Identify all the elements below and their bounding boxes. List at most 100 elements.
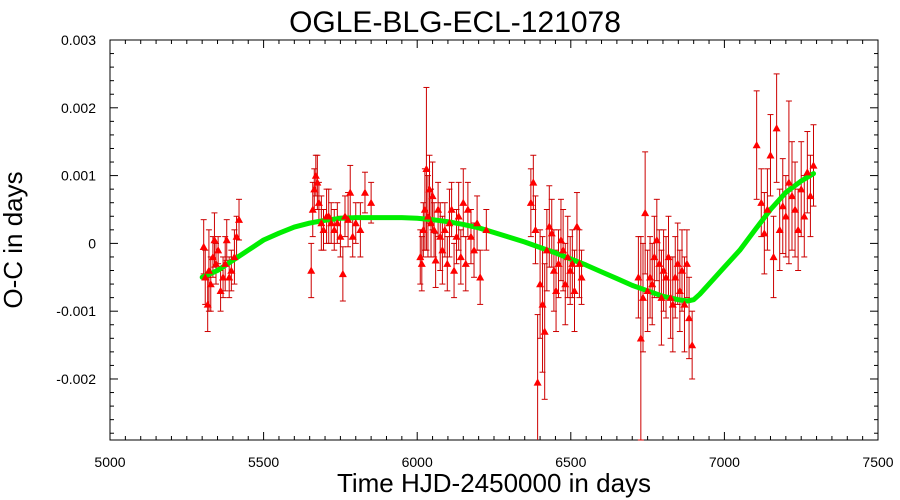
data-point-triangle xyxy=(668,300,677,308)
data-point-triangle xyxy=(566,266,575,274)
data-point-triangle xyxy=(549,266,558,274)
data-point-triangle xyxy=(219,273,228,281)
data-point-triangle xyxy=(545,222,554,230)
data-point-triangle xyxy=(463,205,472,213)
data-point-triangle xyxy=(570,286,579,295)
data-point-triangle xyxy=(420,205,429,213)
data-point-triangle xyxy=(552,286,561,295)
data-point-triangle xyxy=(459,198,468,206)
data-point-triangle xyxy=(416,252,425,261)
data-point-triangle xyxy=(199,242,208,250)
data-point-triangle xyxy=(662,273,671,281)
data-point-triangle xyxy=(235,215,244,223)
data-markers xyxy=(199,124,818,386)
data-point-triangle xyxy=(308,205,317,213)
data-point-triangle xyxy=(440,225,449,234)
data-point-triangle xyxy=(367,198,376,206)
data-point-triangle xyxy=(556,236,565,244)
data-point-triangle xyxy=(307,266,316,274)
data-point-triangle xyxy=(643,286,652,295)
data-point-triangle xyxy=(211,259,220,267)
data-point-triangle xyxy=(657,293,666,301)
error-bars xyxy=(200,73,817,441)
data-point-triangle xyxy=(531,225,540,234)
data-point-triangle xyxy=(317,219,326,227)
data-point-triangle xyxy=(346,188,355,196)
data-point-triangle xyxy=(447,205,456,213)
data-point-triangle xyxy=(772,124,781,132)
data-point-triangle xyxy=(450,266,459,274)
data-point-triangle xyxy=(650,252,659,261)
data-point-triangle xyxy=(685,313,694,322)
data-point-triangle xyxy=(461,259,470,267)
data-point-triangle xyxy=(431,256,440,264)
data-point-triangle xyxy=(225,273,234,281)
data-point-triangle xyxy=(791,205,800,213)
data-point-triangle xyxy=(769,252,778,261)
data-point-triangle xyxy=(529,178,538,186)
data-point-triangle xyxy=(752,141,761,149)
data-point-triangle xyxy=(470,246,479,254)
axis-tick-labels: 5000 5500 6000 6500 7000 7500 -0.002 -0.001 0 0.0… xyxy=(56,32,893,470)
data-point-triangle xyxy=(425,185,434,193)
data-point-triangle xyxy=(333,219,342,227)
data-point-triangle xyxy=(803,168,812,176)
data-point-triangle xyxy=(466,232,475,240)
data-point-triangle xyxy=(561,280,570,288)
data-point-triangle xyxy=(636,334,645,342)
data-point-triangle xyxy=(417,259,426,267)
data-point-triangle xyxy=(208,252,217,261)
data-point-triangle xyxy=(547,229,556,237)
data-point-triangle xyxy=(227,266,236,274)
data-point-triangle xyxy=(572,222,581,230)
y-axis-label: O-C in days xyxy=(0,171,28,308)
data-point-triangle xyxy=(542,246,551,254)
x-tick-label: 7500 xyxy=(862,454,893,470)
data-point-triangle xyxy=(540,327,549,335)
data-point-triangle xyxy=(671,273,680,281)
data-point-triangle xyxy=(533,378,542,386)
data-point-triangle xyxy=(554,259,563,267)
data-point-triangle xyxy=(794,225,803,234)
data-point-triangle xyxy=(311,171,320,179)
x-tick-label: 6000 xyxy=(402,454,433,470)
data-point-triangle xyxy=(536,280,545,288)
data-point-triangle xyxy=(577,273,586,281)
data-point-triangle xyxy=(806,191,815,200)
y-tick-label: 0 xyxy=(88,235,96,251)
data-point-triangle xyxy=(452,232,461,240)
y-tick-label: 0.002 xyxy=(61,100,96,116)
data-point-triangle xyxy=(428,191,437,200)
y-tick-label: 0.001 xyxy=(61,168,96,184)
data-point-triangle xyxy=(319,225,328,234)
data-point-triangle xyxy=(575,259,584,267)
data-point-triangle xyxy=(666,293,675,301)
chart-title: OGLE-BLG-ECL-121078 xyxy=(289,6,621,39)
data-point-triangle xyxy=(476,273,485,281)
data-point-triangle xyxy=(216,286,225,295)
data-point-triangle xyxy=(664,252,673,261)
data-point-triangle xyxy=(338,269,347,278)
data-point-triangle xyxy=(222,236,231,244)
fit-curve xyxy=(199,171,816,304)
data-point-triangle xyxy=(680,300,689,308)
data-point-triangle xyxy=(356,225,365,234)
fit-curve-path xyxy=(199,171,816,304)
x-tick-label: 7000 xyxy=(709,454,740,470)
data-point-triangle xyxy=(214,246,223,254)
data-point-triangle xyxy=(800,212,809,220)
data-point-triangle xyxy=(659,266,668,274)
data-point-triangle xyxy=(327,219,336,227)
data-point-triangle xyxy=(563,252,572,261)
data-point-triangle xyxy=(787,191,796,200)
data-point-triangle xyxy=(641,208,650,217)
data-point-triangle xyxy=(443,259,452,267)
data-point-triangle xyxy=(210,236,219,244)
data-point-triangle xyxy=(559,246,568,254)
data-point-triangle xyxy=(330,225,339,234)
data-point-triangle xyxy=(526,198,535,206)
data-point-triangle xyxy=(781,212,790,220)
data-point-triangle xyxy=(809,161,818,169)
x-tick-label: 5500 xyxy=(248,454,279,470)
